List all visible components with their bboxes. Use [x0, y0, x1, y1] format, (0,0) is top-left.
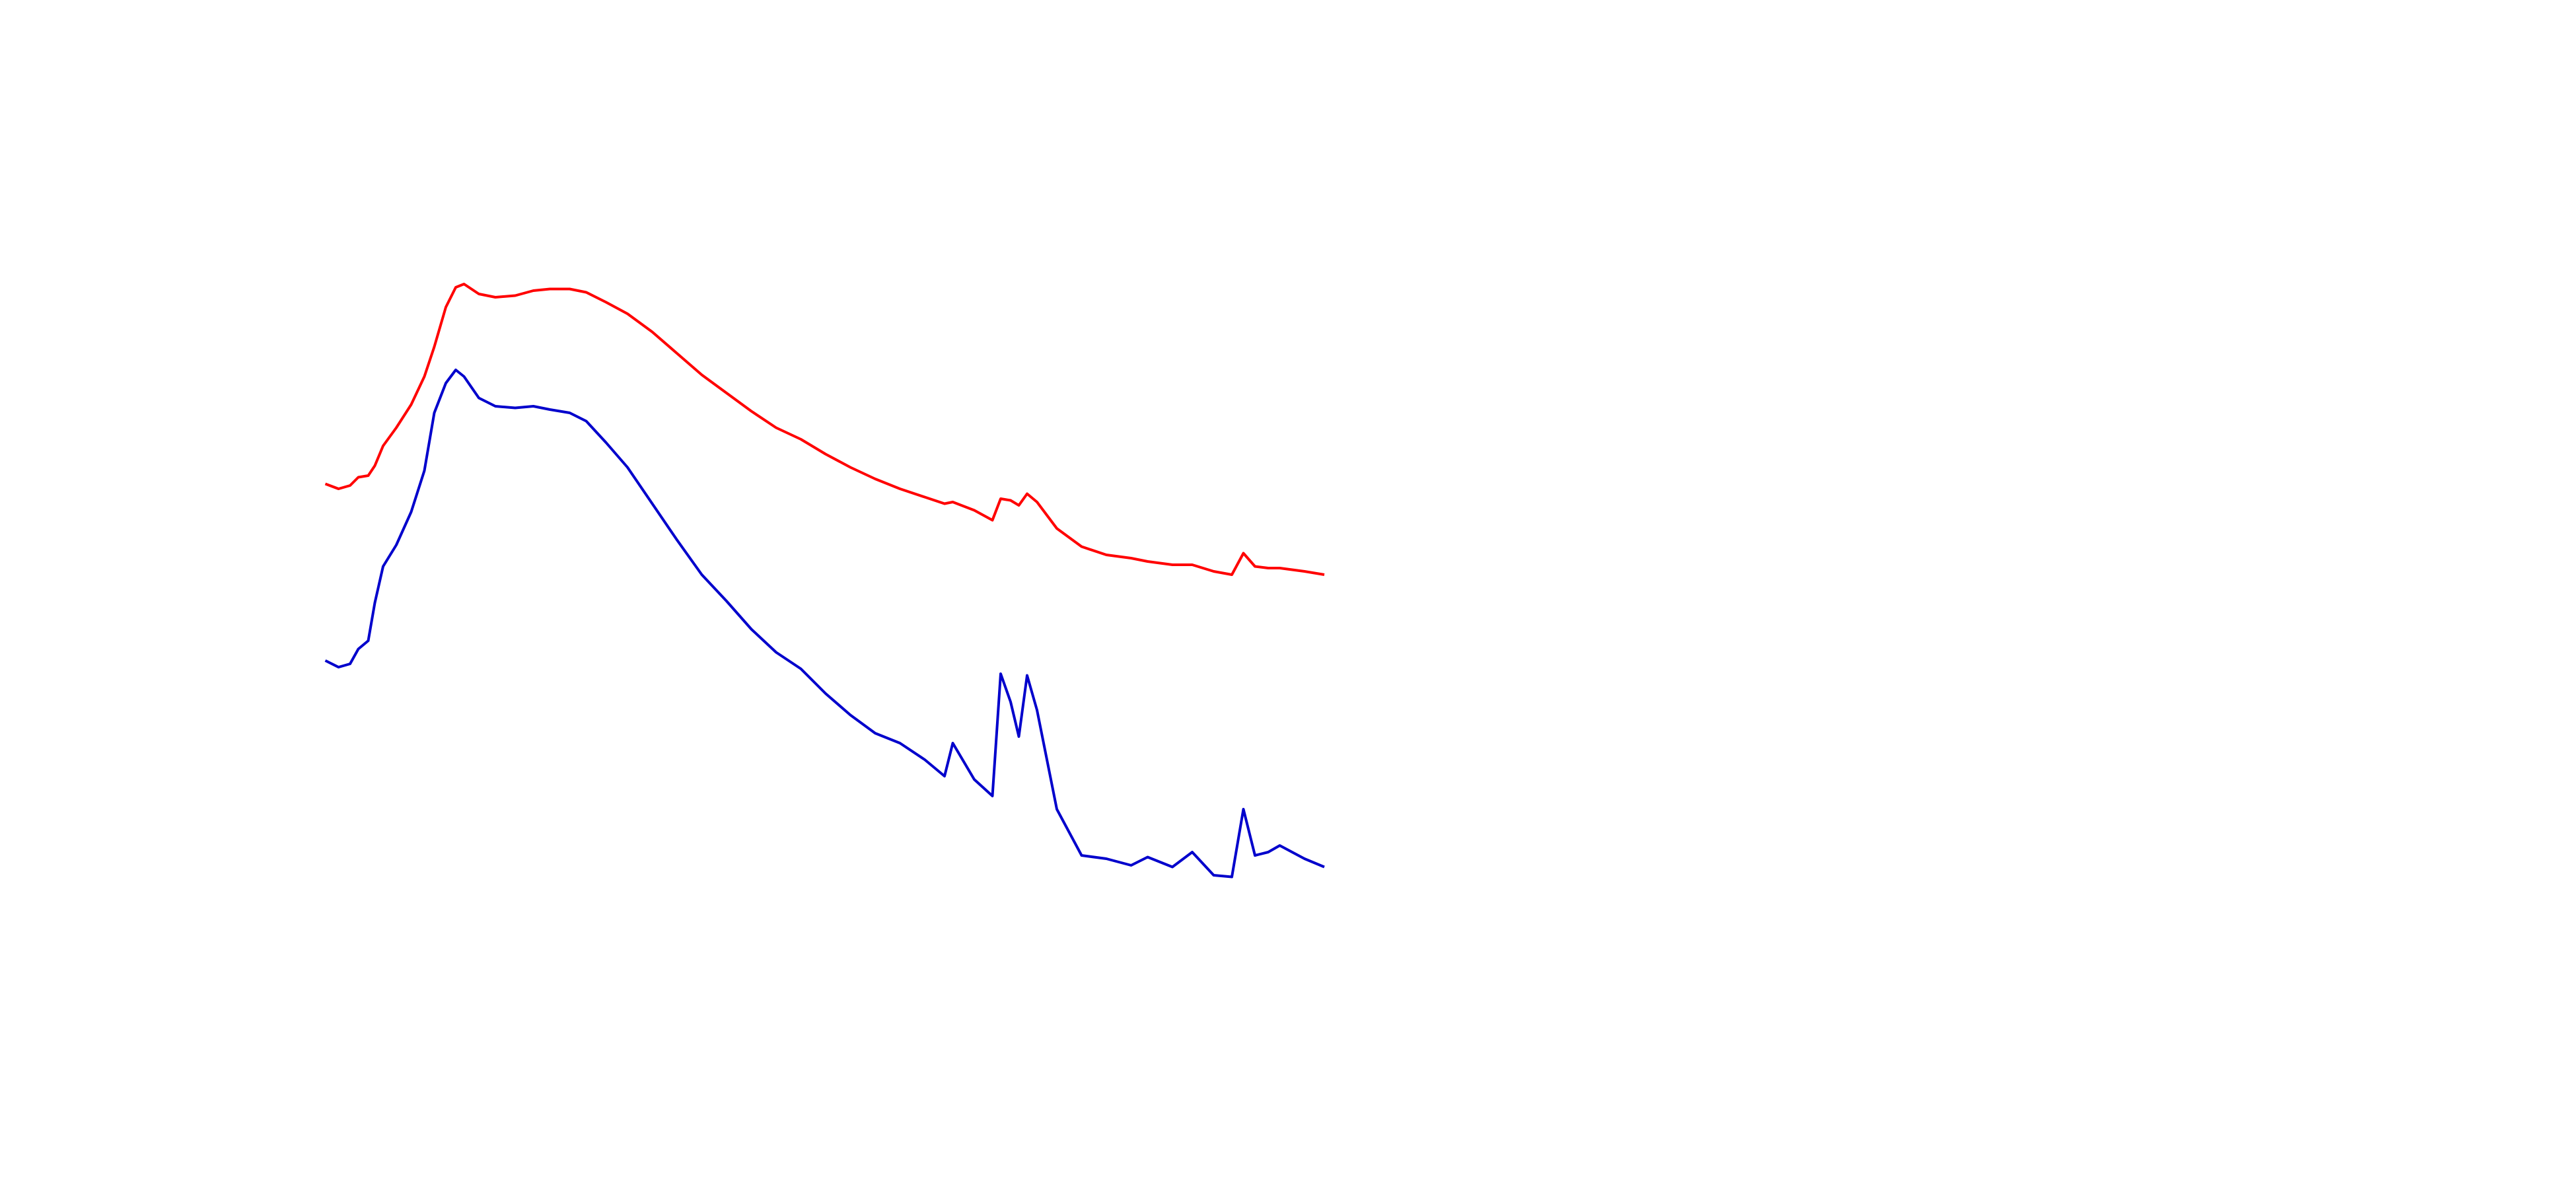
series-line [324, 283, 1325, 576]
series-line [324, 369, 1325, 879]
